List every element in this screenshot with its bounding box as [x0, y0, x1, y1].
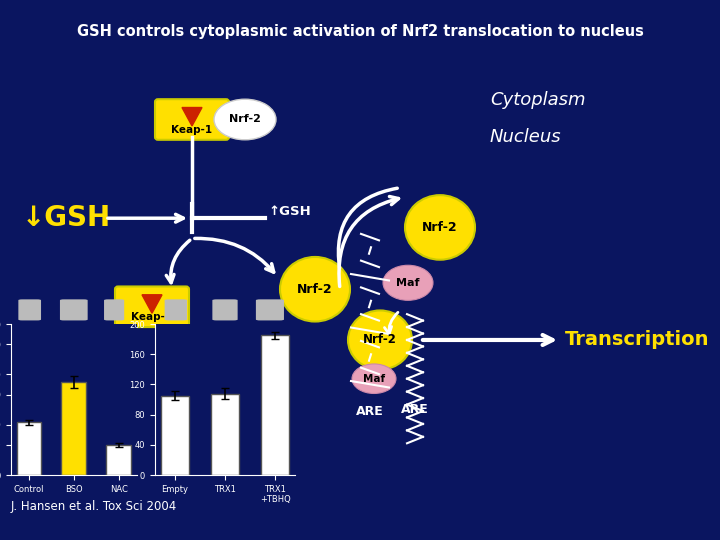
- FancyBboxPatch shape: [19, 299, 41, 320]
- FancyBboxPatch shape: [256, 299, 284, 320]
- Text: Nrf-2: Nrf-2: [363, 334, 397, 347]
- Text: Nucleus: Nucleus: [490, 127, 562, 146]
- Text: Keap-1: Keap-1: [171, 125, 212, 134]
- Text: ↑GSH: ↑GSH: [268, 205, 311, 218]
- Text: Nrf-2: Nrf-2: [297, 283, 333, 296]
- Ellipse shape: [352, 364, 396, 394]
- Text: GSH controls cytoplasmic activation of Nrf2 translocation to nucleus: GSH controls cytoplasmic activation of N…: [76, 24, 644, 38]
- Bar: [161, 396, 189, 475]
- Polygon shape: [182, 107, 202, 126]
- Text: ARE: ARE: [356, 404, 384, 417]
- Bar: [211, 394, 239, 475]
- Circle shape: [280, 257, 350, 321]
- FancyBboxPatch shape: [165, 299, 187, 320]
- Text: Maf: Maf: [363, 374, 385, 384]
- Text: Nrf-2: Nrf-2: [229, 114, 261, 125]
- Text: Nrf-2: Nrf-2: [422, 221, 458, 234]
- FancyBboxPatch shape: [115, 286, 189, 327]
- Text: ARE: ARE: [401, 403, 429, 416]
- Ellipse shape: [214, 99, 276, 140]
- Text: Cytoplasm: Cytoplasm: [490, 91, 585, 109]
- Text: Keap-1: Keap-1: [132, 312, 173, 322]
- FancyBboxPatch shape: [104, 299, 125, 320]
- Polygon shape: [142, 295, 162, 313]
- Circle shape: [405, 195, 475, 260]
- FancyArrowPatch shape: [339, 197, 399, 287]
- Bar: [17, 422, 41, 475]
- Circle shape: [348, 310, 412, 369]
- FancyBboxPatch shape: [60, 299, 88, 320]
- Text: Transcription: Transcription: [565, 330, 709, 349]
- FancyBboxPatch shape: [155, 99, 229, 140]
- Text: ↓GSH: ↓GSH: [22, 204, 111, 232]
- Text: J. Hansen et al. Tox Sci 2004: J. Hansen et al. Tox Sci 2004: [11, 500, 177, 514]
- FancyArrowPatch shape: [338, 188, 397, 268]
- Bar: [61, 382, 86, 475]
- Bar: [261, 335, 289, 475]
- FancyBboxPatch shape: [212, 299, 238, 320]
- Ellipse shape: [383, 265, 433, 300]
- Bar: [107, 445, 131, 475]
- Text: Maf: Maf: [396, 278, 420, 288]
